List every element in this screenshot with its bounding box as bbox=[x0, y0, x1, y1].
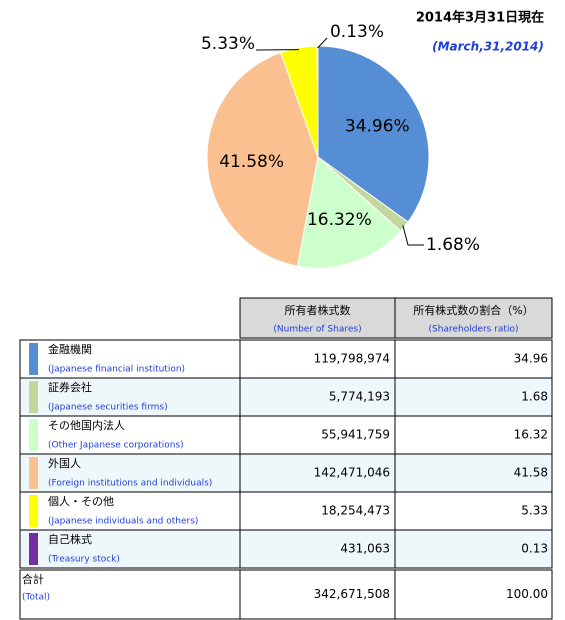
ratio: 34.96 bbox=[514, 352, 548, 366]
row-name: 証券会社 bbox=[48, 380, 92, 394]
ratio: 5.33 bbox=[521, 504, 548, 518]
total-row bbox=[19, 569, 553, 620]
slice-label: 16.32% bbox=[307, 210, 372, 230]
row-bg bbox=[19, 415, 553, 455]
row-name: 個人・その他 bbox=[48, 495, 114, 508]
swatch bbox=[29, 419, 38, 451]
shares: 119,798,974 bbox=[314, 352, 390, 366]
date: 2014年3月31日現在 bbox=[416, 10, 544, 26]
row-name-en: (Japanese individuals and others) bbox=[48, 517, 198, 527]
row-name-en: (Foreign institutions and individuals) bbox=[48, 479, 212, 489]
ratio: 41.58 bbox=[514, 466, 548, 480]
row-name: 自己株式 bbox=[48, 532, 92, 546]
header-text-en: (Shareholders ratio) bbox=[429, 325, 519, 335]
pie-slice bbox=[296, 156, 402, 269]
swatch bbox=[29, 343, 38, 375]
row-name-en: (Japanese financial institution) bbox=[48, 365, 185, 375]
shares: 18,254,473 bbox=[321, 504, 390, 518]
slice-label: 34.96% bbox=[345, 117, 410, 137]
ratio: 16.32 bbox=[514, 428, 548, 442]
row-name: その他国内法人 bbox=[48, 418, 125, 432]
row-bg bbox=[19, 377, 553, 417]
date-en: (March,31,2014) bbox=[432, 40, 544, 54]
row-name-en: (Japanese securities firms) bbox=[48, 403, 168, 413]
swatch bbox=[29, 495, 38, 527]
row-name-en: (Treasury stock) bbox=[48, 555, 120, 565]
swatch bbox=[29, 533, 38, 565]
slice-label: 41.58% bbox=[219, 152, 284, 172]
row-bg bbox=[19, 529, 553, 569]
total-name: 合計 bbox=[22, 572, 44, 586]
pie-slice bbox=[317, 45, 430, 223]
ratio: 1.68 bbox=[521, 390, 548, 404]
shares: 55,941,759 bbox=[321, 428, 390, 442]
swatch bbox=[29, 381, 38, 413]
leader-line bbox=[402, 225, 424, 246]
total-ratio: 100.00 bbox=[506, 587, 548, 601]
header-text-en: (Number of Shares) bbox=[273, 325, 361, 335]
row-name-en: (Other Japanese corporations) bbox=[48, 441, 184, 451]
row-name: 外国人 bbox=[48, 457, 81, 470]
header-text: 所有者株式数 bbox=[285, 303, 351, 317]
shares: 431,063 bbox=[340, 542, 390, 556]
leader-line bbox=[317, 37, 328, 49]
total-name-en: (Total) bbox=[22, 593, 50, 603]
slice-label: 0.13% bbox=[330, 22, 384, 42]
slice-label: 1.68% bbox=[426, 235, 480, 255]
pie-slice bbox=[316, 45, 319, 158]
header-cell bbox=[394, 297, 553, 339]
ratio: 0.13 bbox=[521, 542, 548, 556]
row-bg bbox=[19, 491, 553, 531]
shares: 5,774,193 bbox=[329, 390, 390, 404]
pie-slice bbox=[206, 51, 319, 267]
header-text: 所有株式数の割合（%） bbox=[413, 303, 533, 317]
shares: 142,471,046 bbox=[314, 466, 390, 480]
swatch bbox=[29, 457, 38, 489]
slice-label: 5.33% bbox=[201, 34, 255, 54]
total-shares: 342,671,508 bbox=[314, 587, 390, 601]
row-name: 金融機関 bbox=[48, 342, 92, 356]
row-bg bbox=[19, 339, 553, 379]
